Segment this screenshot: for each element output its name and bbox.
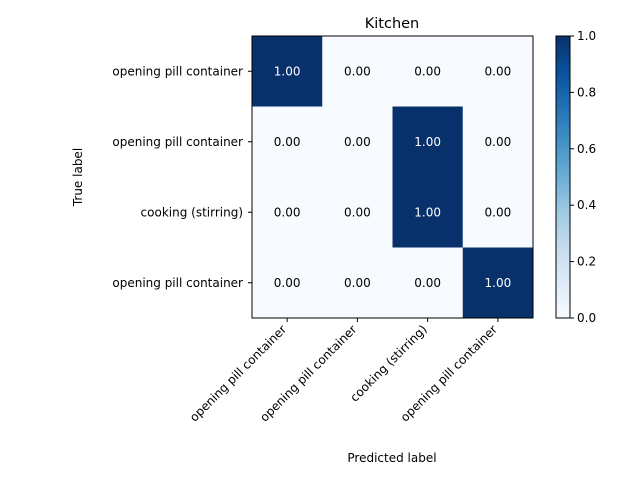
colorbar-tick-label: 0.2	[577, 255, 596, 269]
cell-value-label: 0.00	[274, 276, 301, 290]
cell-value-label: 0.00	[414, 64, 441, 78]
heatmap-cell	[392, 36, 464, 107]
cell-value-label: 1.00	[485, 276, 512, 290]
y-axis-ticks: opening pill container opening pill conta…	[112, 64, 252, 290]
heatmap-cells	[252, 36, 534, 319]
x-tick-label: cooking (stirring)	[347, 322, 429, 404]
cell-value-label: 0.00	[344, 135, 371, 149]
cell-value-label: 0.00	[274, 135, 301, 149]
cell-value-label: 1.00	[274, 64, 301, 78]
cell-value-label: 0.00	[344, 64, 371, 78]
colorbar	[555, 35, 571, 319]
chart-title: Kitchen	[365, 16, 420, 32]
heatmap-frame	[251, 35, 534, 319]
x-axis-label: Predicted label	[347, 451, 436, 465]
cell-value-label: 0.00	[344, 205, 371, 219]
y-tick-label: opening pill container	[112, 64, 243, 78]
heatmap-cell	[322, 36, 393, 107]
cell-value-labels: 1.00 0.00 0.00 0.00 0.00 0.00 1.00 0.00 0.00 0.00…	[274, 64, 511, 290]
colorbar-tick-label: 1.0	[577, 29, 596, 43]
y-tick-label: opening pill container	[112, 135, 243, 149]
colorbar-tick-label: 0.6	[577, 142, 596, 156]
heatmap-cell	[252, 247, 323, 319]
heatmap-cell	[252, 177, 323, 248]
colorbar-tick-label: 0.8	[577, 85, 596, 99]
colorbar-tick-label: 0.4	[577, 198, 596, 212]
colorbar-ticks: 0.0 0.2 0.4 0.6 0.8 1.0	[570, 29, 596, 325]
heatmap-cell	[462, 106, 534, 178]
heatmap-cell	[322, 177, 393, 248]
heatmap-cell	[322, 106, 393, 178]
cell-value-label: 0.00	[485, 135, 512, 149]
cell-value-label: 0.00	[344, 276, 371, 290]
colorbar-tick-label: 0.0	[577, 311, 596, 325]
cell-value-label: 0.00	[485, 64, 512, 78]
heatmap-cell	[392, 247, 464, 319]
y-tick-label: cooking (stirring)	[141, 205, 243, 219]
heatmap-cell	[462, 36, 534, 107]
heatmap-cell	[392, 177, 464, 248]
heatmap-cell	[462, 247, 534, 319]
cell-value-label: 0.00	[274, 205, 301, 219]
heatmap-cell	[322, 247, 393, 319]
heatmap-cell	[392, 106, 464, 178]
y-axis-label: True label	[71, 148, 85, 207]
cell-value-label: 0.00	[485, 205, 512, 219]
cell-value-label: 1.00	[414, 135, 441, 149]
cell-value-label: 1.00	[414, 205, 441, 219]
cell-value-label: 0.00	[414, 276, 441, 290]
heatmap-cell	[252, 36, 323, 107]
heatmap-cell	[252, 106, 323, 178]
y-tick-label: opening pill container	[112, 276, 243, 290]
heatmap-cell	[462, 177, 534, 248]
